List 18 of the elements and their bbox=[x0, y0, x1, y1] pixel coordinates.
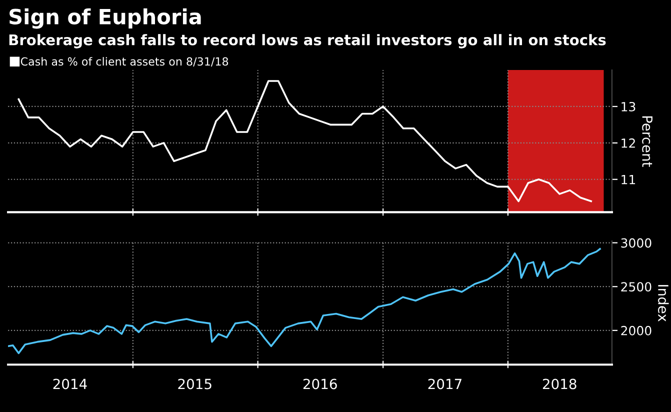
y-axis-title: Percent bbox=[642, 116, 652, 167]
x-tick-label: 2014 bbox=[53, 378, 87, 390]
y-axis-title: Index bbox=[658, 285, 669, 322]
x-tick-label: 2015 bbox=[178, 378, 212, 390]
y-tick-label: 11 bbox=[622, 175, 636, 184]
chart-title: Sign of Euphoria bbox=[10, 8, 201, 29]
x-tick-label: 2017 bbox=[428, 378, 462, 390]
legend-label: Cash as % of client assets on 8/31/18 bbox=[20, 57, 228, 67]
x-tick-label: 2018 bbox=[542, 378, 576, 390]
y-tick-label: 3000 bbox=[621, 238, 652, 248]
y-tick-label: 2000 bbox=[621, 326, 652, 336]
chart-subtitle: Brokerage cash falls to record lows as retail investors go all in on stocks bbox=[9, 34, 606, 48]
y-tick-label: 2500 bbox=[621, 282, 652, 292]
x-tick-label: 2016 bbox=[303, 378, 337, 390]
y-tick-label: 12 bbox=[622, 138, 635, 148]
y-tick-label: 13 bbox=[622, 102, 636, 112]
line-series bbox=[18, 80, 592, 202]
line-series bbox=[8, 248, 601, 354]
